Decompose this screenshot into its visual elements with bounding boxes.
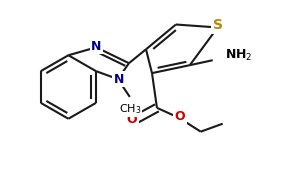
Text: S: S bbox=[213, 19, 223, 33]
Text: CH$_3$: CH$_3$ bbox=[119, 102, 141, 116]
Text: N: N bbox=[91, 40, 102, 53]
Text: O: O bbox=[127, 113, 138, 126]
Text: N: N bbox=[114, 73, 124, 86]
Text: NH$_2$: NH$_2$ bbox=[225, 48, 252, 63]
Text: O: O bbox=[175, 110, 185, 123]
